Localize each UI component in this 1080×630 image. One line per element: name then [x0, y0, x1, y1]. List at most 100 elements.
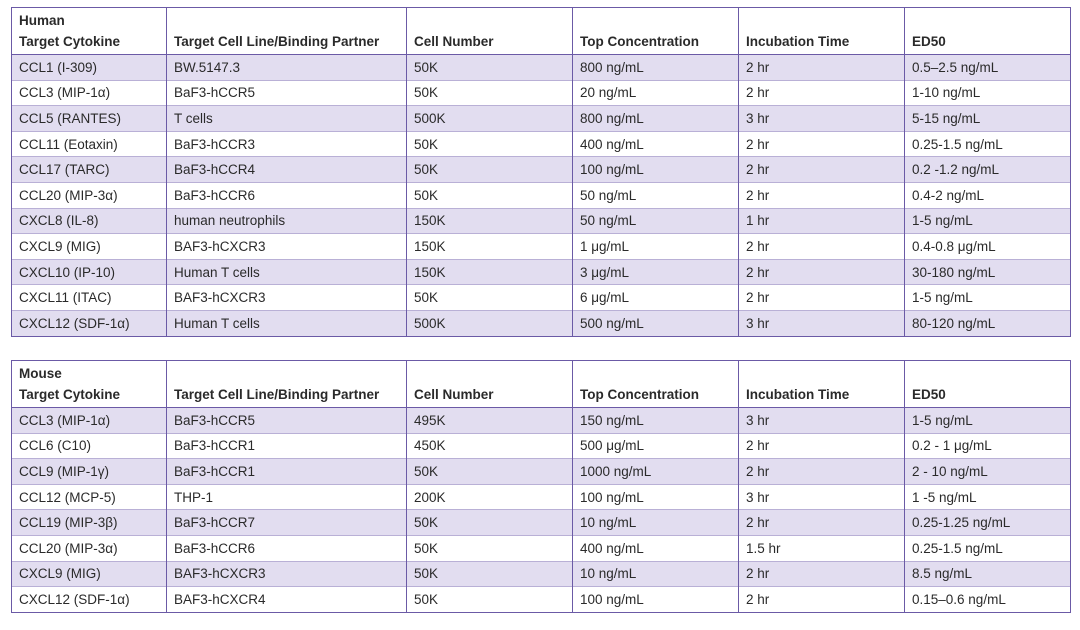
cell-number-cell: 495K	[406, 407, 573, 434]
cell-line-cell: BaF3-hCCR4	[166, 156, 407, 183]
incubation-time-cell: 1.5 hr	[738, 534, 905, 562]
cell-line-cell: BaF3-hCCR3	[166, 130, 407, 157]
incubation-time-cell: 2 hr	[738, 130, 905, 157]
top-concentration-cell: 150 ng/mL	[572, 407, 739, 434]
incubation-time-cell: 2 hr	[738, 586, 905, 613]
table-row: CCL3 (MIP-1α) BaF3-hCCR5 50K 20 ng/mL 2 hr 1-…	[11, 79, 1071, 106]
cell-number-cell: 150K	[406, 233, 573, 260]
top-concentration-cell: 20 ng/mL	[572, 79, 739, 106]
section-title: Human	[11, 7, 167, 28]
top-concentration-cell: 400 ng/mL	[572, 534, 739, 562]
column-header: Target Cytokine	[11, 28, 167, 55]
ed50-cell: 0.4-2 ng/mL	[904, 181, 1071, 209]
cytokine-cell: CCL12 (MCP-5)	[11, 483, 167, 510]
top-concentration-cell: 100 ng/mL	[572, 156, 739, 183]
cell-number-cell: 50K	[406, 130, 573, 157]
cell-number-cell: 50K	[406, 458, 573, 485]
cytokine-cell: CCL3 (MIP-1α)	[11, 407, 167, 434]
ed50-cell: 1-5 ng/mL	[904, 207, 1071, 234]
cell-number-cell: 150K	[406, 207, 573, 234]
table-row: CCL6 (C10) BaF3-hCCR1 450K 500 μg/mL 2 hr 0.2…	[11, 432, 1071, 459]
top-concentration-cell: 100 ng/mL	[572, 586, 739, 613]
column-header: Top Concentration	[572, 381, 739, 408]
incubation-time-cell: 2 hr	[738, 432, 905, 459]
cytokine-cell: CXCL9 (MIG)	[11, 233, 167, 260]
cytokine-cell: CXCL10 (IP-10)	[11, 258, 167, 285]
top-concentration-cell: 3 μg/mL	[572, 258, 739, 285]
cell-line-cell: BaF3-hCCR5	[166, 407, 407, 434]
table-row: CCL5 (RANTES) T cells 500K 800 ng/mL 3 hr 5-1…	[11, 105, 1071, 132]
incubation-time-cell: 3 hr	[738, 483, 905, 510]
cell-line-cell: BAF3-hCXCR3	[166, 560, 407, 587]
table-row: CXCL11 (ITAC) BAF3-hCXCR3 50K 6 μg/mL 2 hr 1-…	[11, 284, 1071, 311]
mouse-table-body: Mouse Target Cytokine Target Cell Line/B…	[11, 360, 1071, 613]
incubation-time-cell: 2 hr	[738, 181, 905, 209]
column-header: Incubation Time	[738, 381, 905, 408]
column-header: Top Concentration	[572, 28, 739, 55]
cytokine-cell: CCL20 (MIP-3α)	[11, 181, 167, 209]
cell-line-cell: Human T cells	[166, 258, 407, 285]
cytokine-cell: CCL1 (I-309)	[11, 54, 167, 81]
column-header: ED50	[904, 381, 1071, 408]
incubation-time-cell: 2 hr	[738, 156, 905, 183]
top-concentration-cell: 10 ng/mL	[572, 509, 739, 536]
top-concentration-cell: 1 μg/mL	[572, 233, 739, 260]
top-concentration-cell: 50 ng/mL	[572, 207, 739, 234]
incubation-time-cell: 3 hr	[738, 407, 905, 434]
cytokine-cell: CCL17 (TARC)	[11, 156, 167, 183]
incubation-time-cell: 2 hr	[738, 258, 905, 285]
top-concentration-cell: 400 ng/mL	[572, 130, 739, 157]
ed50-cell: 2 - 10 ng/mL	[904, 458, 1071, 485]
top-concentration-cell: 500 ng/mL	[572, 309, 739, 337]
cytokine-cell: CXCL9 (MIG)	[11, 560, 167, 587]
cell-number-cell: 50K	[406, 284, 573, 311]
ed50-cell: 0.25-1.25 ng/mL	[904, 509, 1071, 536]
top-concentration-cell: 1000 ng/mL	[572, 458, 739, 485]
cell-line-cell: BaF3-hCCR1	[166, 458, 407, 485]
top-concentration-cell: 800 ng/mL	[572, 105, 739, 132]
incubation-time-cell: 2 hr	[738, 79, 905, 106]
ed50-cell: 1-10 ng/mL	[904, 79, 1071, 106]
ed50-cell: 80-120 ng/mL	[904, 309, 1071, 337]
column-header: Cell Number	[406, 381, 573, 408]
cell-line-cell: human neutrophils	[166, 207, 407, 234]
table-row: CXCL9 (MIG) BAF3-hCXCR3 50K 10 ng/mL 2 hr 8.5…	[11, 560, 1071, 587]
cell-number-cell: 50K	[406, 181, 573, 209]
ed50-cell: 0.2 - 1 μg/mL	[904, 432, 1071, 459]
section-title-row: Human	[11, 7, 1071, 28]
column-header: Target Cell Line/Binding Partner	[166, 28, 407, 55]
cell-number-cell: 50K	[406, 534, 573, 562]
table-row: CCL20 (MIP-3α) BaF3-hCCR6 50K 50 ng/mL 2 hr 0…	[11, 181, 1071, 209]
cell-number-cell: 50K	[406, 586, 573, 613]
cell-number-cell: 50K	[406, 54, 573, 81]
cytokine-cell: CXCL12 (SDF-1α)	[11, 586, 167, 613]
incubation-time-cell: 3 hr	[738, 105, 905, 132]
cell-line-cell: BAF3-hCXCR3	[166, 284, 407, 311]
table-row: CXCL10 (IP-10) Human T cells 150K 3 μg/mL 2 …	[11, 258, 1071, 285]
top-concentration-cell: 50 ng/mL	[572, 181, 739, 209]
incubation-time-cell: 2 hr	[738, 509, 905, 536]
top-concentration-cell: 500 μg/mL	[572, 432, 739, 459]
ed50-cell: 0.4-0.8 μg/mL	[904, 233, 1071, 260]
cell-line-cell: Human T cells	[166, 309, 407, 337]
cell-number-cell: 50K	[406, 79, 573, 106]
top-concentration-cell: 100 ng/mL	[572, 483, 739, 510]
cytokine-cell: CXCL12 (SDF-1α)	[11, 309, 167, 337]
ed50-cell: 0.2 -1.2 ng/mL	[904, 156, 1071, 183]
incubation-time-cell: 1 hr	[738, 207, 905, 234]
cytokine-cell: CXCL8 (IL-8)	[11, 207, 167, 234]
cell-line-cell: T cells	[166, 105, 407, 132]
cell-line-cell: BaF3-hCCR5	[166, 79, 407, 106]
column-header: Target Cytokine	[11, 381, 167, 408]
column-header: Cell Number	[406, 28, 573, 55]
table-row: CXCL12 (SDF-1α) Human T cells 500K 500 ng/m…	[11, 309, 1071, 337]
column-header: Target Cell Line/Binding Partner	[166, 381, 407, 408]
incubation-time-cell: 2 hr	[738, 458, 905, 485]
cytokine-cell: CCL19 (MIP-3β)	[11, 509, 167, 536]
ed50-cell: 5-15 ng/mL	[904, 105, 1071, 132]
cytokine-cell: CCL5 (RANTES)	[11, 105, 167, 132]
top-concentration-cell: 10 ng/mL	[572, 560, 739, 587]
table-row: CCL17 (TARC) BaF3-hCCR4 50K 100 ng/mL 2 hr 0.…	[11, 156, 1071, 183]
header-row: Target Cytokine Target Cell Line/Binding…	[11, 28, 1071, 55]
table-row: CCL11 (Eotaxin) BaF3-hCCR3 50K 400 ng/mL 2 h…	[11, 130, 1071, 157]
